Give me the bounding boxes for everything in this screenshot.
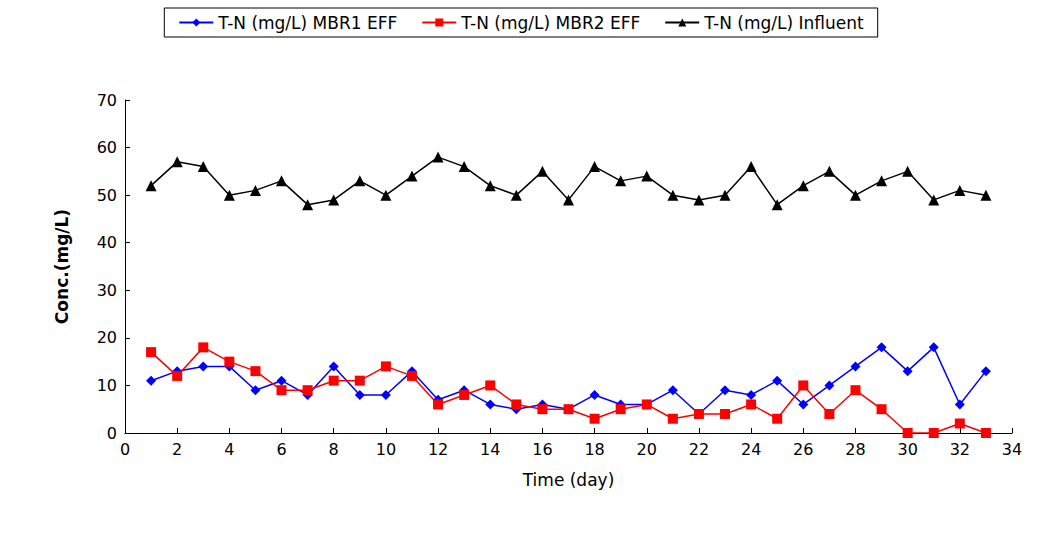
svg-text:70: 70 bbox=[97, 91, 117, 110]
svg-text:18: 18 bbox=[584, 440, 604, 459]
svg-text:10: 10 bbox=[376, 440, 396, 459]
svg-text:60: 60 bbox=[97, 138, 117, 157]
svg-text:12: 12 bbox=[428, 440, 448, 459]
svg-text:T-N (mg/L) MBR2 EFF: T-N (mg/L) MBR2 EFF bbox=[460, 13, 640, 33]
svg-text:6: 6 bbox=[276, 440, 286, 459]
svg-text:24: 24 bbox=[741, 440, 761, 459]
svg-text:30: 30 bbox=[897, 440, 917, 459]
svg-text:Conc.(mg/L): Conc.(mg/L) bbox=[52, 209, 72, 324]
svg-text:8: 8 bbox=[329, 440, 339, 459]
svg-text:30: 30 bbox=[97, 281, 117, 300]
svg-text:T-N (mg/L) Influent: T-N (mg/L) Influent bbox=[703, 13, 864, 33]
svg-text:Time (day): Time (day) bbox=[522, 470, 615, 490]
svg-text:20: 20 bbox=[637, 440, 657, 459]
svg-text:22: 22 bbox=[689, 440, 709, 459]
svg-text:40: 40 bbox=[97, 233, 117, 252]
svg-text:32: 32 bbox=[950, 440, 970, 459]
svg-text:0: 0 bbox=[107, 424, 117, 443]
svg-text:2: 2 bbox=[172, 440, 182, 459]
svg-text:34: 34 bbox=[1002, 440, 1022, 459]
svg-text:50: 50 bbox=[97, 186, 117, 205]
svg-text:20: 20 bbox=[97, 328, 117, 347]
svg-text:16: 16 bbox=[532, 440, 552, 459]
svg-text:26: 26 bbox=[793, 440, 813, 459]
svg-text:10: 10 bbox=[97, 376, 117, 395]
svg-text:28: 28 bbox=[845, 440, 865, 459]
svg-text:14: 14 bbox=[480, 440, 500, 459]
svg-text:0: 0 bbox=[120, 440, 130, 459]
svg-text:T-N (mg/L) MBR1 EFF: T-N (mg/L) MBR1 EFF bbox=[217, 13, 397, 33]
svg-text:4: 4 bbox=[224, 440, 234, 459]
